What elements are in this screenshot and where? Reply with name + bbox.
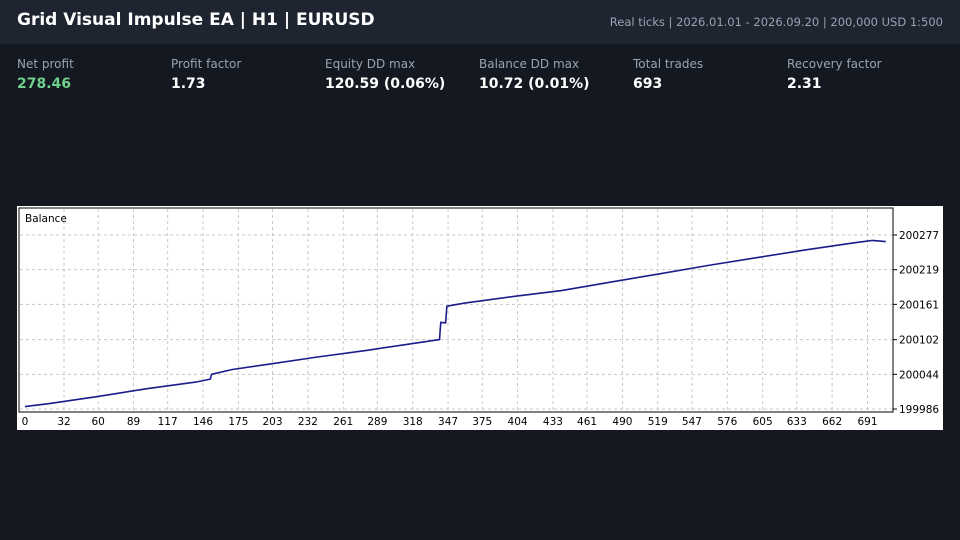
- stat-label: Balance DD max: [479, 57, 580, 71]
- stat-value: 693: [633, 76, 663, 92]
- report-header: Grid Visual Impulse EA | H1 | EURUSD Rea…: [0, 0, 960, 44]
- x-tick-label: 375: [472, 416, 492, 428]
- stat-total-trades: Total trades 693: [633, 57, 783, 92]
- x-tick-label: 662: [822, 416, 842, 428]
- stat-label: Net profit: [17, 57, 74, 71]
- stat-value: 120.59 (0.06%): [325, 76, 446, 92]
- legend-label-balance: Balance: [25, 213, 67, 225]
- plot-area: [18, 207, 894, 413]
- x-tick-label: 605: [753, 416, 773, 428]
- stat-value: 1.73: [171, 76, 206, 92]
- stat-label: Total trades: [633, 57, 704, 71]
- x-tick-label: 289: [367, 416, 387, 428]
- stats-row: Net profit 278.46 Profit factor 1.73 Equ…: [0, 57, 960, 97]
- x-tick-label: 519: [648, 416, 668, 428]
- report-title: Grid Visual Impulse EA | H1 | EURUSD: [17, 10, 375, 30]
- balance-chart-svg: 0 32 60 89 117 146 175 203 232 261 289 318 347 375 404…: [18, 207, 939, 428]
- x-tick-label: 117: [158, 416, 178, 428]
- y-tick-label: 200102: [899, 335, 939, 347]
- x-tick-label: 318: [403, 416, 423, 428]
- stat-value: 2.31: [787, 76, 822, 92]
- x-tick-label: 261: [333, 416, 353, 428]
- x-tick-label: 0: [22, 416, 29, 428]
- x-tick-label: 404: [508, 416, 528, 428]
- x-tick-label: 60: [91, 416, 104, 428]
- stat-label: Equity DD max: [325, 57, 416, 71]
- x-tick-label: 547: [682, 416, 702, 428]
- y-tick-label: 200277: [899, 230, 939, 242]
- x-tick-label: 175: [228, 416, 248, 428]
- stat-label: Profit factor: [171, 57, 242, 71]
- y-tick-label: 199986: [899, 404, 939, 416]
- y-tick-label: 200219: [899, 265, 939, 277]
- x-tick-label: 490: [612, 416, 632, 428]
- x-tick-label: 32: [57, 416, 70, 428]
- balance-line: [24, 239, 886, 408]
- x-tick-label: 146: [193, 416, 213, 428]
- y-tick-label: 200044: [899, 369, 939, 381]
- x-tick-label: 203: [262, 416, 282, 428]
- stat-value: 278.46: [17, 76, 72, 92]
- x-tick-label: 461: [577, 416, 597, 428]
- stat-profit-factor: Profit factor 1.73: [171, 57, 321, 92]
- stat-recovery-factor: Recovery factor 2.31: [787, 57, 937, 92]
- x-tick-label: 691: [857, 416, 877, 428]
- stat-equity-dd-max: Equity DD max 120.59 (0.06%): [325, 57, 475, 92]
- x-tick-label: 232: [298, 416, 318, 428]
- stat-net-profit: Net profit 278.46: [17, 57, 167, 92]
- stat-label: Recovery factor: [787, 57, 882, 71]
- y-tick-label: 200161: [899, 299, 939, 311]
- x-tick-label: 576: [717, 416, 737, 428]
- stat-value: 10.72 (0.01%): [479, 76, 590, 92]
- x-tick-label: 633: [787, 416, 807, 428]
- stat-balance-dd-max: Balance DD max 10.72 (0.01%): [479, 57, 629, 92]
- x-tick-label: 89: [127, 416, 140, 428]
- x-tick-label: 433: [543, 416, 563, 428]
- test-settings-summary: Real ticks | 2026.01.01 - 2026.09.20 | 2…: [609, 15, 943, 29]
- balance-chart: 0 32 60 89 117 146 175 203 232 261 289 318 347 375 404…: [17, 206, 943, 430]
- x-tick-label: 347: [438, 416, 458, 428]
